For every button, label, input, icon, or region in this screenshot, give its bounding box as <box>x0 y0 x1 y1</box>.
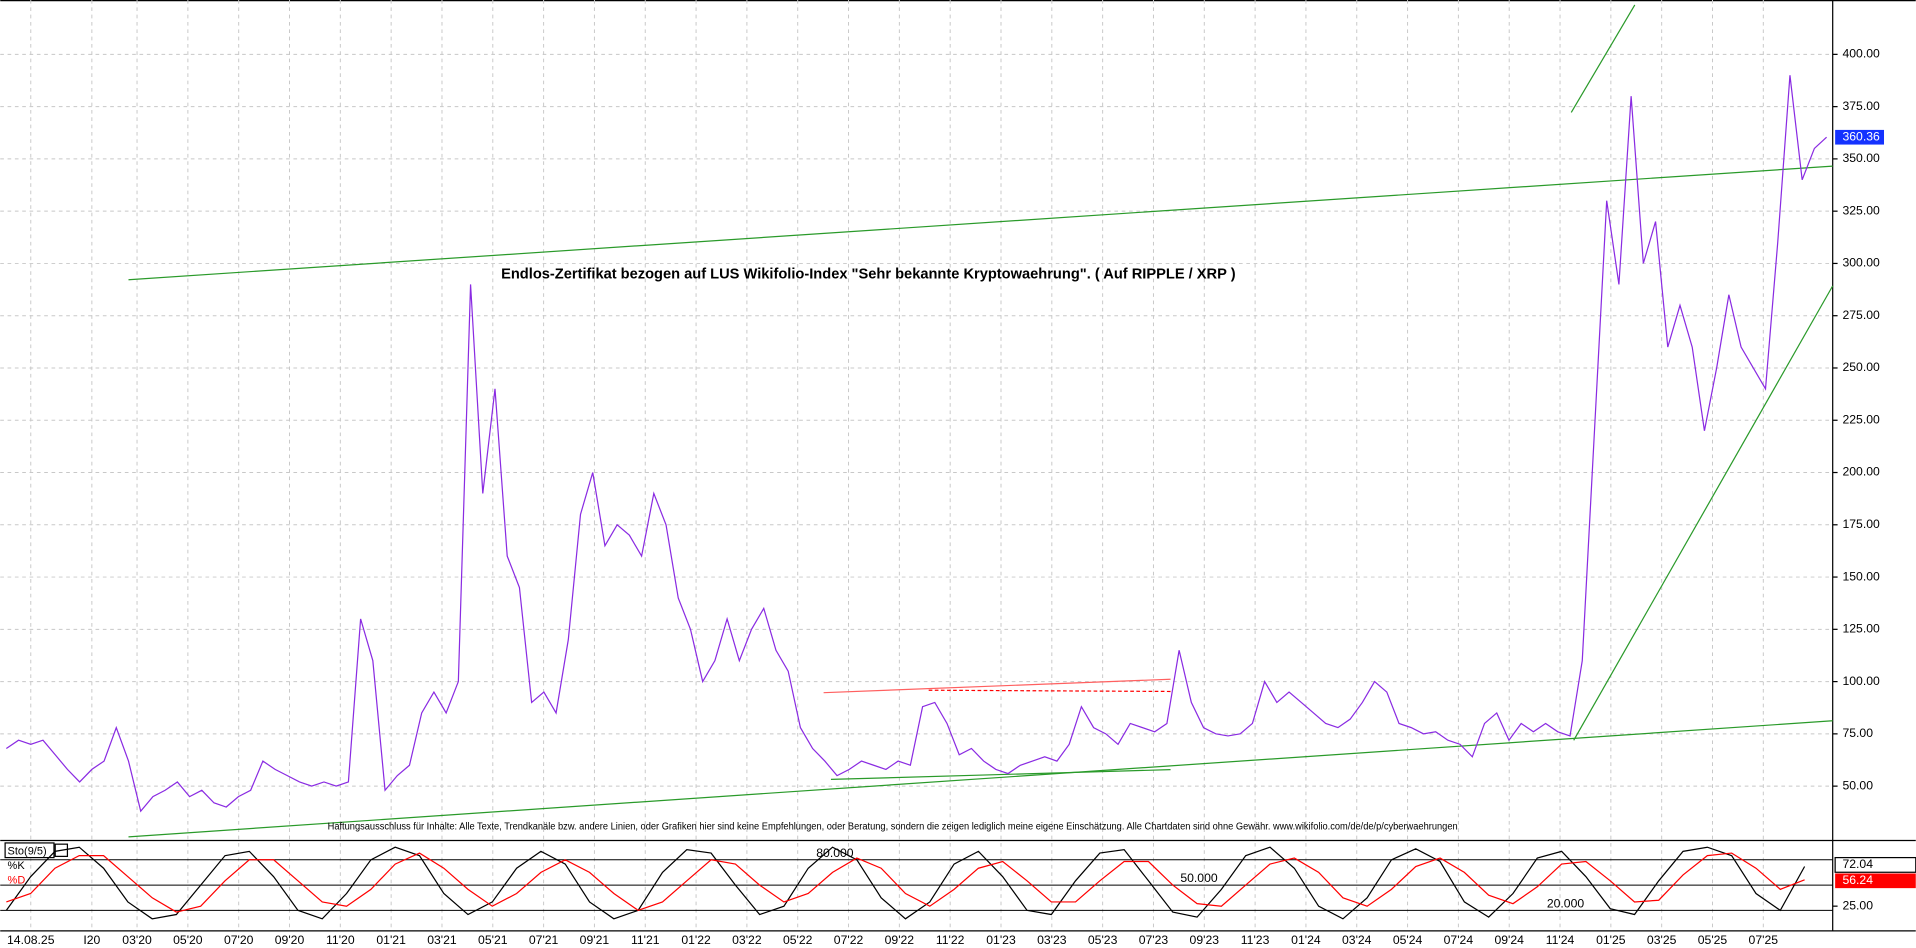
trend-line <box>823 678 1171 694</box>
y-tick-label: 25.00 <box>1842 898 1873 912</box>
last-value-box <box>1835 129 1885 145</box>
x-tick-label: 11'23 <box>1241 933 1270 947</box>
x-tick-label: 05'21 <box>478 933 508 947</box>
x-tick-label: 01'23 <box>986 933 1016 947</box>
x-tick-label: 03'20 <box>122 933 152 947</box>
x-tick-label: 07'20 <box>224 933 254 947</box>
x-tick-label: 01'21 <box>376 933 406 947</box>
y-tick-label: 125.00 <box>1842 622 1880 636</box>
x-tick-label: 11'24 <box>1546 933 1575 947</box>
level-label: 20.000 <box>1547 896 1585 910</box>
price-line <box>5 75 1828 813</box>
x-tick-label: 09'22 <box>885 933 915 947</box>
y-tick-label: 175.00 <box>1842 517 1880 531</box>
y-tick-label: 300.00 <box>1842 256 1880 270</box>
x-tick-label: 05'22 <box>783 933 813 947</box>
trend-line <box>928 689 1171 693</box>
trend-line <box>128 720 1833 838</box>
x-tick-label: 14.08.25 <box>7 933 55 947</box>
trend-line <box>1573 285 1834 741</box>
y-tick-label: 225.00 <box>1842 412 1880 426</box>
x-tick-label: 07'21 <box>529 933 559 947</box>
x-tick-label: 05'24 <box>1393 933 1423 947</box>
x-tick-label: 03'22 <box>732 933 762 947</box>
x-tick-label: 01'24 <box>1291 933 1321 947</box>
y-tick-label: 250.00 <box>1842 360 1880 374</box>
trend-line <box>830 769 1171 781</box>
x-tick-label: 09'23 <box>1190 933 1220 947</box>
x-tick-label: 09'24 <box>1494 933 1524 947</box>
y-tick-label: 275.00 <box>1842 308 1880 322</box>
x-tick-label: 01'22 <box>681 933 711 947</box>
y-tick-label: 400.00 <box>1842 47 1880 61</box>
legend-label: %K <box>8 860 26 872</box>
indicator-box <box>4 842 55 859</box>
y-tick-label: 350.00 <box>1842 151 1880 165</box>
y-tick-label: 200.00 <box>1842 465 1880 479</box>
x-tick-label: I20 <box>83 933 100 947</box>
legend-label: %D <box>8 875 26 887</box>
last-value-box <box>1835 873 1916 889</box>
x-tick-label: 07'25 <box>1749 933 1779 947</box>
x-tick-label: 11'22 <box>936 933 965 947</box>
x-tick-label: 07'24 <box>1444 933 1474 947</box>
x-tick-label: 05'25 <box>1698 933 1728 947</box>
x-tick-label: 07'23 <box>1139 933 1169 947</box>
y-tick-label: 150.00 <box>1842 569 1880 583</box>
level-label: 50.000 <box>1180 871 1218 885</box>
y-tick-label: 50.00 <box>1842 778 1873 792</box>
indicator-label: Sto(9/5) <box>8 845 47 857</box>
y-tick-label: 325.00 <box>1842 203 1880 217</box>
y-tick-label: 75.00 <box>1842 726 1873 740</box>
last-value-label: 72.04 <box>1842 857 1873 871</box>
stoch-line <box>6 852 1805 913</box>
x-tick-label: 09'20 <box>275 933 305 947</box>
trend-line <box>128 165 1833 281</box>
x-tick-label: 01'25 <box>1596 933 1626 947</box>
last-value-label: 56.24 <box>1842 873 1873 887</box>
level-label: 80.000 <box>816 846 854 860</box>
x-tick-label: 07'22 <box>834 933 864 947</box>
chart-title: Endlos-Zertifikat bezogen auf LUS Wikifo… <box>501 267 1236 283</box>
x-tick-label: 03'23 <box>1037 933 1067 947</box>
x-tick-label: 03'25 <box>1647 933 1677 947</box>
x-tick-label: 05'23 <box>1088 933 1118 947</box>
y-tick-label: 100.00 <box>1842 674 1880 688</box>
last-value-label: 360.36 <box>1842 129 1880 143</box>
x-tick-label: 09'21 <box>580 933 610 947</box>
trend-line <box>1570 4 1636 113</box>
x-tick-label: 11'21 <box>631 933 660 947</box>
trend-lines <box>128 4 1834 838</box>
disclaimer: Haftungsausschluss für Inhalte: Alle Tex… <box>328 822 1458 833</box>
x-tick-label: 03'21 <box>427 933 457 947</box>
x-tick-label: 05'20 <box>173 933 203 947</box>
x-tick-label: 11'20 <box>326 933 355 947</box>
y-tick-label: 375.00 <box>1842 99 1880 113</box>
x-tick-label: 03'24 <box>1342 933 1372 947</box>
